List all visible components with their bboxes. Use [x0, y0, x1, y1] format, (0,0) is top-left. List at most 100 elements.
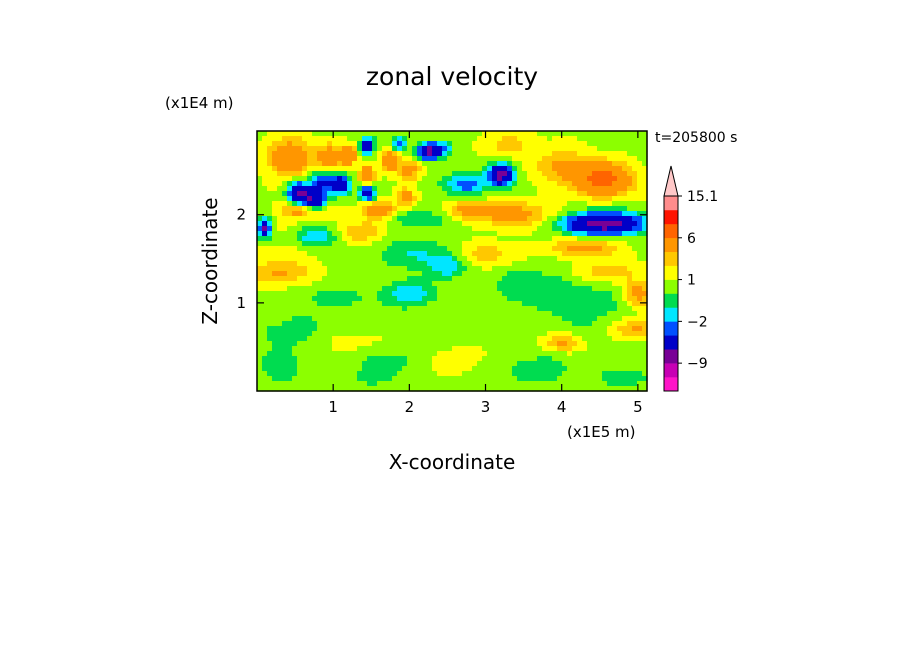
field-cell: [307, 171, 313, 177]
y-unit-label: (x1E4 m): [165, 94, 234, 112]
field-cell: [627, 191, 633, 197]
field-cell: [497, 176, 503, 182]
field-cell: [627, 151, 633, 157]
field-cell: [357, 281, 363, 287]
field-cell: [632, 191, 638, 197]
field-cell: [537, 366, 543, 372]
field-cell: [437, 386, 443, 392]
field-cell: [542, 276, 548, 282]
field-cell: [332, 276, 338, 282]
field-cell: [387, 226, 393, 232]
field-cell: [517, 281, 523, 287]
field-cell: [597, 306, 603, 312]
field-cell: [362, 336, 368, 342]
field-cell: [562, 206, 568, 212]
field-cell: [412, 211, 418, 217]
x-tick-label: 2: [405, 398, 415, 416]
field-cell: [567, 351, 573, 357]
field-cell: [307, 316, 313, 322]
field-cell: [402, 276, 408, 282]
field-cell: [602, 361, 608, 367]
field-cell: [347, 226, 353, 232]
field-cell: [367, 136, 373, 142]
field-cell: [432, 266, 438, 272]
field-cell: [597, 221, 603, 227]
field-cell: [607, 161, 613, 167]
field-cell: [577, 136, 583, 142]
field-cell: [567, 346, 573, 352]
field-cell: [412, 151, 418, 157]
field-cell: [557, 376, 563, 382]
field-cell: [402, 186, 408, 192]
field-cell: [497, 346, 503, 352]
field-cell: [362, 341, 368, 347]
field-cell: [577, 351, 583, 357]
field-cell: [287, 151, 293, 157]
field-cell: [377, 381, 383, 387]
field-cell: [437, 176, 443, 182]
field-cell: [332, 376, 338, 382]
field-cell: [422, 236, 428, 242]
field-cell: [262, 251, 268, 257]
field-cell: [472, 351, 478, 357]
field-cell: [592, 221, 598, 227]
field-cell: [447, 166, 453, 172]
field-cell: [637, 371, 643, 377]
field-cell: [622, 161, 628, 167]
field-cell: [502, 191, 508, 197]
field-cell: [497, 201, 503, 207]
field-cell: [602, 216, 608, 222]
field-cell: [292, 336, 298, 342]
colorbar-bin: [664, 335, 678, 350]
field-cell: [537, 326, 543, 332]
field-cell: [342, 136, 348, 142]
field-cell: [342, 326, 348, 332]
field-cell: [572, 161, 578, 167]
field-cell: [492, 276, 498, 282]
field-cell: [547, 221, 553, 227]
field-cell: [377, 191, 383, 197]
field-cell: [577, 311, 583, 317]
field-cell: [617, 221, 623, 227]
field-cell: [367, 346, 373, 352]
field-cell: [642, 276, 648, 282]
field-cell: [357, 291, 363, 297]
field-cell: [542, 311, 548, 317]
field-cell: [352, 191, 358, 197]
field-cell: [342, 376, 348, 382]
field-cell: [632, 366, 638, 372]
field-cell: [562, 266, 568, 272]
field-cell: [292, 331, 298, 337]
field-cell: [612, 276, 618, 282]
field-cell: [622, 171, 628, 177]
field-cell: [422, 321, 428, 327]
field-cell: [497, 146, 503, 152]
field-cell: [307, 191, 313, 197]
field-cell: [362, 231, 368, 237]
field-cell: [327, 386, 333, 392]
field-cell: [377, 206, 383, 212]
field-cell: [612, 131, 618, 137]
field-cell: [537, 211, 543, 217]
field-cell: [357, 336, 363, 342]
field-cell: [577, 381, 583, 387]
field-cell: [317, 336, 323, 342]
field-cell: [522, 321, 528, 327]
field-cell: [277, 176, 283, 182]
field-cell: [292, 161, 298, 167]
field-cell: [482, 166, 488, 172]
field-cell: [382, 296, 388, 302]
field-cell: [342, 251, 348, 257]
field-cell: [422, 181, 428, 187]
field-cell: [367, 226, 373, 232]
field-cell: [627, 271, 633, 277]
field-cell: [612, 286, 618, 292]
field-cell: [597, 366, 603, 372]
field-cell: [422, 206, 428, 212]
field-cell: [262, 301, 268, 307]
field-cell: [607, 211, 613, 217]
field-cell: [257, 351, 263, 357]
field-cell: [607, 301, 613, 307]
field-cell: [447, 321, 453, 327]
field-cell: [642, 266, 648, 272]
